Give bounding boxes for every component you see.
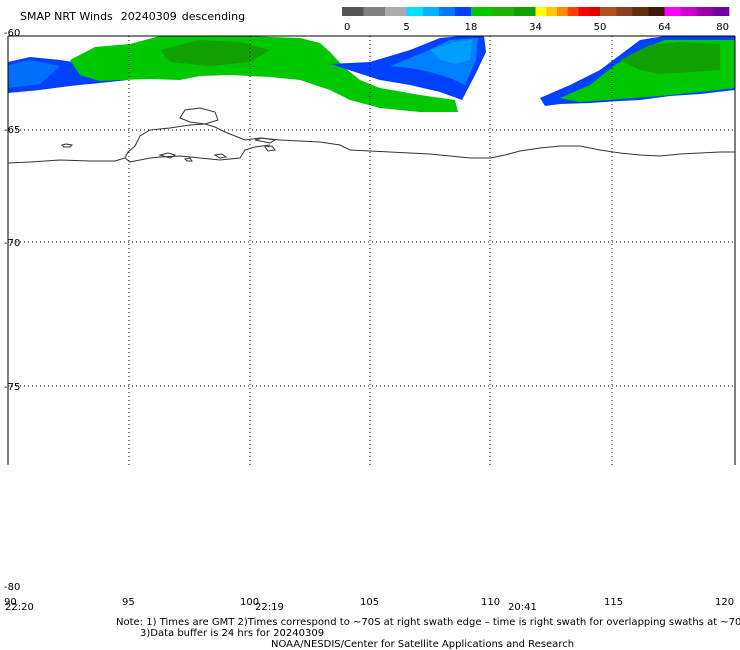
note-line-2: 3)Data buffer is 24 hrs for 20240309 [140, 628, 324, 639]
colorbar-swatch [514, 7, 536, 16]
lon-label: 95 [122, 597, 135, 608]
colorbar-swatch [535, 7, 547, 16]
wind-swath-west [8, 36, 486, 112]
swath-time: 20:41 [508, 602, 537, 613]
colorbar-swatch [385, 7, 407, 16]
colorbar-tick-label: 64 [658, 22, 671, 33]
colorbar-swatch [664, 7, 681, 16]
note-line-3: NOAA/NESDIS/Center for Satellite Applica… [271, 639, 574, 650]
lat-label: -65 [4, 125, 20, 136]
colorbar-tick-label: 5 [403, 22, 409, 33]
colorbar-swatch [712, 7, 730, 16]
colorbar-swatch [632, 7, 649, 16]
colorbar-swatch [567, 7, 579, 16]
colorbar-swatch [492, 7, 515, 16]
lon-label: 110 [481, 597, 500, 608]
colorbar-swatch [616, 7, 633, 16]
wind-speed-colorbar [342, 7, 730, 16]
colorbar-swatch [648, 7, 665, 16]
colorbar-swatch [578, 7, 590, 16]
lon-label: 105 [360, 597, 379, 608]
colorbar-swatch [342, 7, 364, 16]
colorbar-tick-label: 18 [465, 22, 478, 33]
colorbar-tick-label: 80 [716, 22, 729, 33]
longitude-labels: 90 95 100 105 110 115 120 [4, 597, 734, 608]
antarctica-coastline [7, 107, 735, 164]
lat-label: -75 [4, 382, 20, 393]
lat-label: -70 [4, 238, 20, 249]
swath-time: 22:19 [255, 602, 284, 613]
lon-label: 100 [240, 597, 259, 608]
colorbar-swatch [680, 7, 698, 16]
colorbar-swatch [454, 7, 472, 16]
colorbar-swatch [422, 7, 440, 16]
colorbar-swatch [546, 7, 558, 16]
swath-time-labels: 22:20 22:19 20:41 [5, 602, 537, 613]
note-line-1: Note: 1) Times are GMT 2)Times correspon… [116, 617, 740, 628]
swath-time: 22:20 [5, 602, 34, 613]
colorbar-swatch [363, 7, 386, 16]
map-title: SMAP NRT Winds 20240309 descending [20, 10, 245, 23]
colorbar-tick-label: 50 [594, 22, 607, 33]
lon-label: 115 [604, 597, 623, 608]
colorbar-tick-label: 34 [529, 22, 542, 33]
colorbar-swatch [696, 7, 714, 16]
map-frame [7, 35, 736, 465]
colorbar-tick-labels: 0 5 18 34 50 64 80 [344, 22, 729, 33]
colorbar-swatch [438, 7, 456, 16]
lon-label: 90 [4, 597, 17, 608]
lat-label: -60 [4, 28, 20, 39]
footer-notes: Note: 1) Times are GMT 2)Times correspon… [116, 617, 740, 650]
lon-label: 120 [715, 597, 734, 608]
colorbar-swatch [471, 7, 493, 16]
colorbar-tick-label: 0 [344, 22, 350, 33]
colorbar-swatch [406, 7, 423, 16]
colorbar-swatch [557, 7, 569, 16]
lat-label: -80 [4, 582, 20, 593]
colorbar-swatch [589, 7, 601, 16]
colorbar-swatch [600, 7, 617, 16]
latitude-labels: -60 -65 -70 -75 -80 [4, 28, 20, 593]
wind-swath-east [540, 36, 735, 106]
